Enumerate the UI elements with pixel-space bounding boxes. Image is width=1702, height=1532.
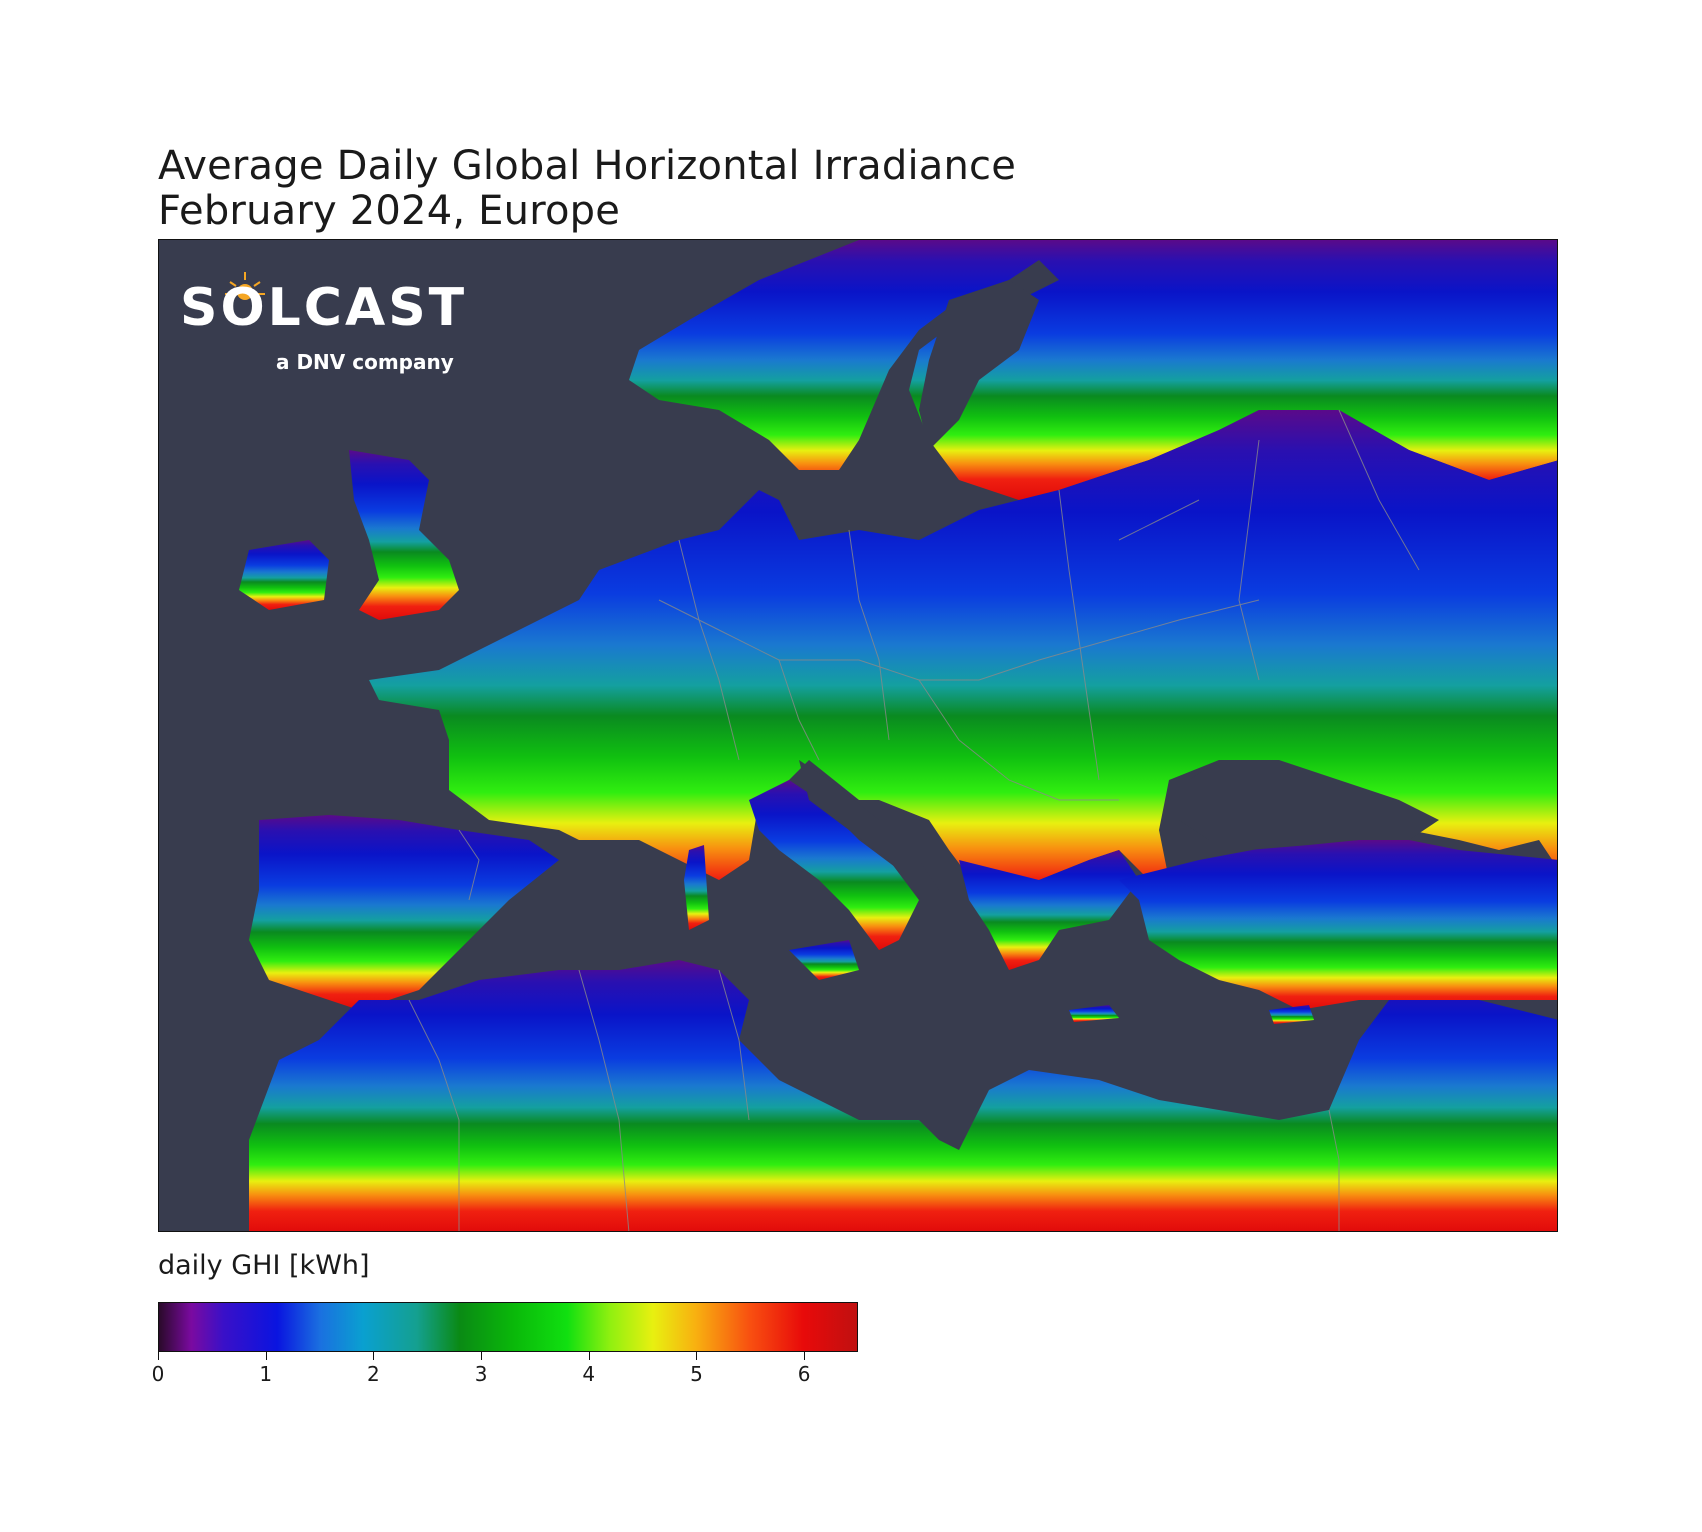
colorbar-tick-mark <box>481 1352 483 1360</box>
colorbar-tick-label: 4 <box>582 1362 596 1386</box>
sea-baltic <box>919 280 1039 450</box>
sea-adriatic <box>799 760 939 900</box>
title-line-2: February 2024, Europe <box>158 188 621 234</box>
land-greece <box>959 850 1139 970</box>
colorbar-tick-label: 1 <box>259 1362 273 1386</box>
country-borders <box>408 409 1420 1231</box>
colorbar-tick-mark <box>373 1352 375 1360</box>
land-cyprus <box>1269 1005 1314 1024</box>
colorbar-tick-label: 2 <box>367 1362 380 1386</box>
land-iberia <box>249 815 559 1010</box>
logo-tagline: a DNV company <box>276 350 454 374</box>
sun-icon <box>225 272 265 300</box>
map-svg <box>239 240 1557 1231</box>
colorbar-tick-mark <box>804 1352 806 1360</box>
colorbar-tick-mark <box>588 1352 590 1360</box>
land-continental <box>369 410 1557 920</box>
colorbar-tick-mark <box>158 1352 159 1360</box>
colorbar-label: daily GHI [kWh] <box>158 1250 370 1281</box>
land-north-africa <box>249 960 1557 1231</box>
land-sardinia <box>684 845 709 930</box>
colorbar-tick-label: 5 <box>690 1362 703 1386</box>
land-turkey <box>1119 840 1557 1010</box>
land-ireland <box>239 540 329 610</box>
colorbar-tick-label: 0 <box>151 1362 165 1386</box>
colorbar-tick-label: 6 <box>797 1362 811 1386</box>
title-line-1: Average Daily Global Horizontal Irradian… <box>158 143 1017 189</box>
land-italy <box>749 780 919 950</box>
sea-black-sea <box>1179 760 1439 850</box>
colorbar <box>158 1302 858 1352</box>
land-scandinavia <box>629 240 1557 500</box>
land-sicily <box>789 940 859 980</box>
land-crete <box>1069 1005 1119 1022</box>
colorbar-tick-mark <box>696 1352 698 1360</box>
logo-wordmark: SOLCAST <box>180 278 468 338</box>
land-great-britain <box>349 450 459 620</box>
solcast-logo: SOLCAST a DNV company <box>180 268 480 378</box>
chart-title: Average Daily Global Horizontal Irradian… <box>158 144 1016 234</box>
colorbar-ticks: 0 1 2 3 4 5 6 <box>152 1352 858 1392</box>
irradiance-map <box>158 239 1558 1232</box>
colorbar-tick-label: 3 <box>474 1362 488 1386</box>
colorbar-tick-mark <box>265 1352 267 1360</box>
